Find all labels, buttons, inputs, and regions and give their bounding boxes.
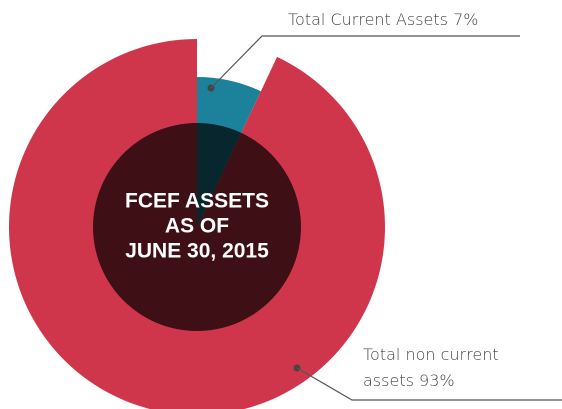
center-circle [93,123,301,331]
slice-label: Total non current assets 93% [363,342,533,394]
value-label: 93% [419,371,455,390]
category-label: Total non current assets [363,345,499,390]
center-title: AS OF [165,215,229,238]
slice-label: Total Current Assets 7% [288,7,478,33]
leader-line [296,367,562,401]
center-title: FCEF ASSETS [125,190,269,213]
center-title: JUNE 30, 2015 [125,240,269,263]
category-label: Total Current Assets [288,10,448,29]
leader-line [210,35,520,89]
value-label: 7% [453,10,479,29]
